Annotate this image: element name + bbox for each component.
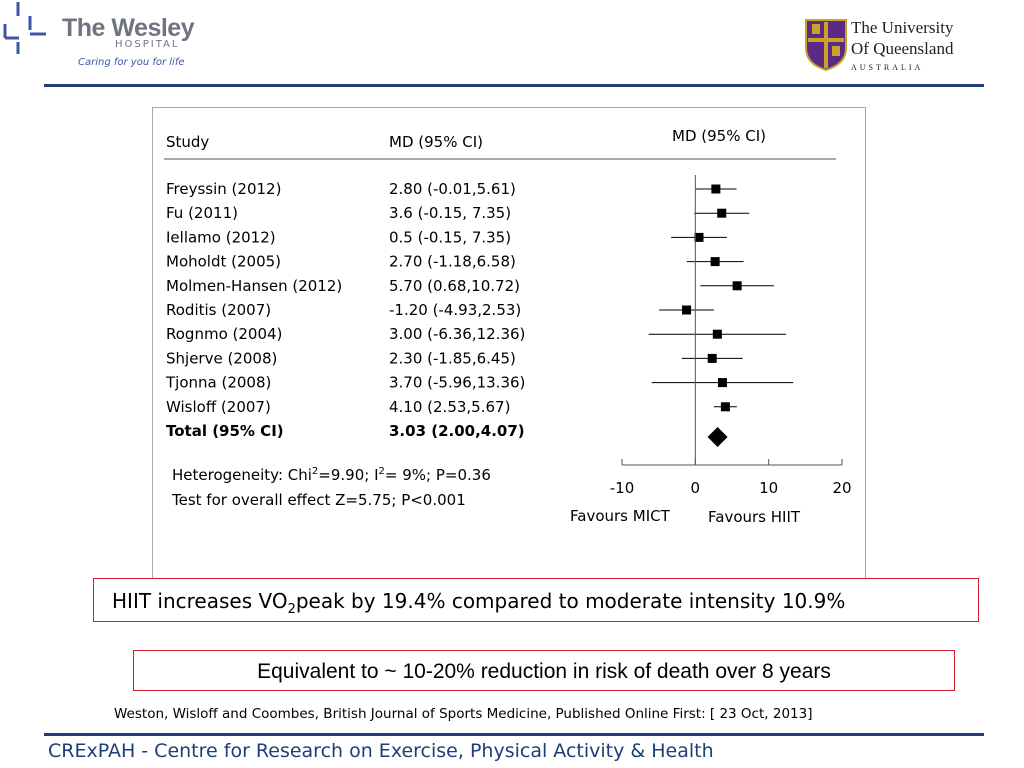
study-md-ci: 5.70 (0.68,10.72) xyxy=(389,277,520,295)
total-diamond xyxy=(707,427,728,447)
study-point xyxy=(711,184,721,194)
x-tick-label: 0 xyxy=(691,479,701,497)
column-header-md: MD (95% CI) xyxy=(389,133,483,151)
uq-country: AUSTRALIA xyxy=(851,63,924,72)
x-tick-label: 20 xyxy=(832,479,851,497)
study-md-ci: 3.70 (-5.96,13.36) xyxy=(389,374,525,392)
study-point xyxy=(720,402,730,412)
study-name: Tjonna (2008) xyxy=(165,374,271,392)
study-md-ci: 4.10 (2.53,5.67) xyxy=(389,398,510,416)
study-point xyxy=(732,281,742,291)
study-md-ci: 2.30 (-1.85,6.45) xyxy=(389,349,516,367)
study-point xyxy=(717,378,727,388)
study-md-ci: 0.5 (-0.15, 7.35) xyxy=(389,228,511,246)
study-name: Roditis (2007) xyxy=(166,301,271,319)
study-md-ci: 3.6 (-0.15, 7.35) xyxy=(389,204,511,222)
heterogeneity-stat: Heterogeneity: Chi2=9.90; I2= 9%; P=0.36 xyxy=(172,466,491,484)
wesley-hospital-name: The Wesley xyxy=(62,14,195,42)
study-point xyxy=(712,329,722,339)
summary-text-pre: HIIT increases VO xyxy=(112,589,288,613)
study-name: Wisloff (2007) xyxy=(166,398,271,416)
study-point xyxy=(710,257,720,267)
study-point xyxy=(717,208,727,218)
uq-name-line2: Of Queensland xyxy=(851,39,954,58)
wesley-hospital-logo xyxy=(3,2,46,54)
footer-divider xyxy=(44,733,984,736)
risk-reduction-callout: Equivalent to ~ 10-20% reduction in risk… xyxy=(133,650,955,691)
summary-subscript: 2 xyxy=(287,602,296,617)
study-md-ci: -1.20 (-4.93,2.53) xyxy=(389,301,521,319)
study-md-ci: 2.70 (-1.18,6.58) xyxy=(389,253,516,271)
wesley-cross-mark xyxy=(3,2,46,54)
study-md-ci: 3.00 (-6.36,12.36) xyxy=(389,325,525,343)
study-name: Molmen-Hansen (2012) xyxy=(166,277,342,295)
study-rows: Freyssin (2012) 2.80 (-0.01,5.61) Fu (2011… xyxy=(165,180,794,440)
column-header-study: Study xyxy=(166,133,209,151)
plot-title: MD (95% CI) xyxy=(672,127,766,145)
favours-hiit-label: Favours HIIT xyxy=(708,508,801,526)
footer-title: CRExPAH - Centre for Research on Exercis… xyxy=(48,740,714,762)
uq-crest-icon xyxy=(805,19,847,72)
forest-plot: Study MD (95% CI) MD (95% CI) Freyssin (… xyxy=(164,127,852,526)
summary-text-post: peak by 19.4% compared to moderate inten… xyxy=(295,589,846,613)
study-point xyxy=(707,353,717,363)
study-name: Rognmo (2004) xyxy=(166,325,282,343)
uq-name-line1: The University xyxy=(851,18,954,37)
study-name: Freyssin (2012) xyxy=(166,180,281,198)
header-divider xyxy=(44,84,984,87)
x-tick-label: -10 xyxy=(610,479,635,497)
wesley-hospital-subtitle: HOSPITAL xyxy=(115,39,180,50)
study-md-ci: 2.80 (-0.01,5.61) xyxy=(389,180,516,198)
study-name: Moholdt (2005) xyxy=(166,253,281,271)
overall-effect-stat: Test for overall effect Z=5.75; P<0.001 xyxy=(171,491,466,509)
study-name: Iellamo (2012) xyxy=(166,228,276,246)
x-tick-label: 10 xyxy=(759,479,778,497)
study-point xyxy=(694,232,704,242)
favours-mict-label: Favours MICT xyxy=(570,507,671,525)
vo2-summary-callout: HIIT increases VO2peak by 19.4% compared… xyxy=(93,578,979,622)
x-axis-ticks: -10 0 10 20 xyxy=(610,459,852,497)
study-name: Fu (2011) xyxy=(166,204,238,222)
study-point xyxy=(682,305,692,315)
citation: Weston, Wisloff and Coombes, British Jou… xyxy=(114,706,813,722)
total-label: Total (95% CI) xyxy=(166,422,284,440)
total-md-ci: 3.03 (2.00,4.07) xyxy=(389,422,525,440)
forest-plot-frame xyxy=(152,107,866,584)
study-name: Shjerve (2008) xyxy=(166,349,277,367)
wesley-hospital-tagline: Caring for you for life xyxy=(78,57,185,68)
